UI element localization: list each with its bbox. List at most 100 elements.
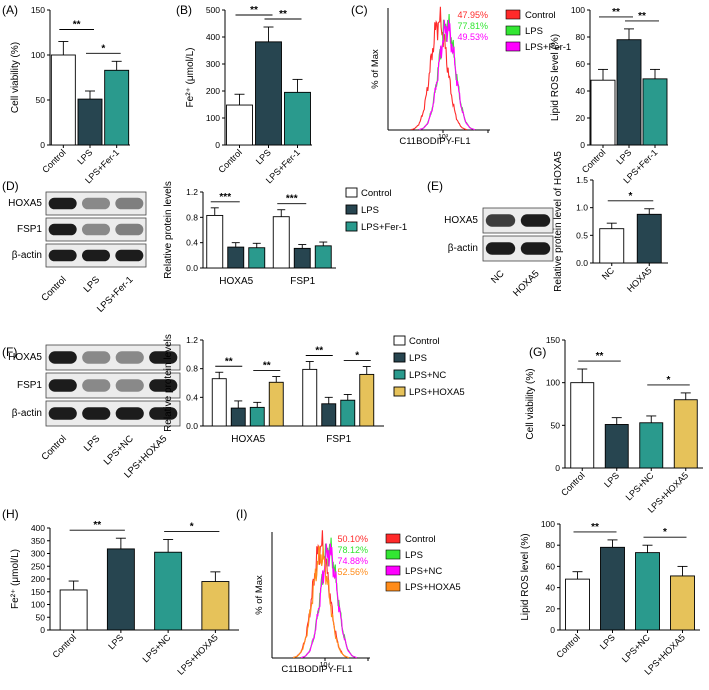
sig-bracket-label: ** bbox=[279, 9, 287, 20]
x-category-label: HOXA5 bbox=[231, 434, 265, 445]
bar-lps bbox=[293, 247, 311, 269]
percentage-label: 77.81% bbox=[457, 21, 488, 31]
legend-label: LPS+HOXA5 bbox=[409, 387, 465, 398]
bar-control bbox=[59, 589, 88, 631]
bar-lps bbox=[616, 39, 642, 146]
sig-bracket-label: * bbox=[629, 191, 633, 202]
bar-control bbox=[272, 216, 290, 269]
blot-lane-label: Control bbox=[39, 433, 68, 462]
bar-control bbox=[226, 104, 253, 146]
y-axis-title: Cell viability (%) bbox=[525, 368, 536, 439]
y-tick-label: 0.8 bbox=[186, 212, 198, 222]
y-tick-label: 60 bbox=[546, 561, 556, 571]
panel-letter: (B) bbox=[176, 3, 192, 17]
bar-lps-hoxa5 bbox=[359, 373, 375, 427]
sig-bracket-label: * bbox=[190, 521, 194, 532]
y-tick-label: 250 bbox=[31, 561, 45, 571]
x-tick-label: 10³ bbox=[438, 134, 449, 141]
y-tick-label: 20 bbox=[576, 113, 586, 123]
y-axis-title: % of Max bbox=[370, 49, 381, 89]
blot-band bbox=[48, 407, 77, 420]
bar-lps-fer-1 bbox=[284, 91, 311, 146]
x-category-label: FSP1 bbox=[326, 434, 351, 445]
panel-letter: (H) bbox=[2, 507, 19, 521]
legend-swatch bbox=[393, 352, 406, 363]
panel-label-b: (B) bbox=[176, 3, 192, 17]
sig-bracket-label: ** bbox=[591, 522, 599, 533]
y-tick-label: 0 bbox=[580, 140, 585, 150]
legend-swatch bbox=[393, 369, 406, 380]
blot-band bbox=[520, 214, 551, 227]
blot-band bbox=[485, 214, 516, 227]
y-axis-title: Fe²⁺ (μmol/L) bbox=[185, 48, 196, 108]
blot-band bbox=[115, 351, 144, 364]
panel-letter: (E) bbox=[427, 179, 443, 193]
blot-band bbox=[48, 197, 77, 210]
x-tick-label: Control bbox=[554, 632, 582, 660]
blot-row-label: β-actin bbox=[448, 243, 478, 254]
legend-swatch bbox=[345, 187, 358, 198]
blot-row-label: HOXA5 bbox=[444, 215, 478, 226]
blot-band bbox=[115, 379, 144, 392]
bar-lps bbox=[227, 246, 245, 269]
y-tick-label: 50 bbox=[551, 420, 561, 430]
y-tick-label: 100 bbox=[206, 113, 220, 123]
y-axis-title: Relative protein levels bbox=[163, 334, 174, 432]
legend-label: Control bbox=[409, 336, 440, 347]
x-tick-label: LPS bbox=[598, 632, 617, 651]
x-tick-label: Control bbox=[559, 470, 587, 498]
bar-lps bbox=[321, 403, 337, 427]
legend-label: Control bbox=[405, 534, 436, 545]
y-tick-label: 100 bbox=[541, 519, 555, 529]
bar-control bbox=[211, 378, 227, 427]
chart-e: 0.0 0.5 1.0 1.5 NC HOXA5 * Relative protein lev… bbox=[553, 151, 668, 294]
x-tick-label: LPS bbox=[254, 147, 273, 166]
y-tick-label: 100 bbox=[31, 600, 45, 610]
blot-row-label: HOXA5 bbox=[8, 352, 42, 363]
y-tick-label: 0 bbox=[40, 625, 45, 635]
bar-lps bbox=[600, 546, 625, 631]
y-tick-label: 0 bbox=[40, 140, 45, 150]
panel-label-d: (D) bbox=[2, 179, 19, 193]
panel-letter: (A) bbox=[2, 3, 18, 17]
blot-band bbox=[48, 379, 77, 392]
bar-lps-hoxa5 bbox=[201, 581, 230, 631]
percentage-label: 74.88% bbox=[337, 556, 368, 566]
blot-band bbox=[115, 249, 144, 262]
blot-lane-label: LPS+NC bbox=[102, 433, 136, 467]
x-tick-label: Control bbox=[216, 147, 244, 175]
blot-band bbox=[48, 223, 77, 236]
bar-control bbox=[590, 79, 616, 146]
bar-lps-nc bbox=[635, 552, 660, 631]
y-tick-label: 0.5 bbox=[576, 230, 588, 240]
bar-hoxa5 bbox=[636, 213, 662, 264]
panel-letter: (I) bbox=[236, 507, 247, 521]
legend-label: LPS+NC bbox=[405, 566, 442, 577]
panel-label-h: (H) bbox=[2, 507, 19, 521]
blot-band bbox=[48, 351, 77, 364]
bar-lps-fer-1 bbox=[642, 78, 668, 146]
y-tick-label: 60 bbox=[576, 59, 586, 69]
bar-lps-hoxa5 bbox=[673, 399, 698, 469]
bar-lps bbox=[77, 98, 103, 146]
blot-band bbox=[115, 223, 144, 236]
y-tick-label: 150 bbox=[31, 5, 45, 15]
blot-band bbox=[149, 407, 178, 420]
sig-bracket-label: ** bbox=[93, 520, 101, 531]
legend-swatch bbox=[393, 386, 406, 397]
y-axis-title: % of Max bbox=[254, 575, 265, 615]
x-category-label: FSP1 bbox=[290, 276, 315, 287]
legend-label: Control bbox=[525, 10, 556, 21]
blot-strip bbox=[45, 191, 147, 216]
blot-band bbox=[82, 379, 111, 392]
y-tick-label: 200 bbox=[206, 86, 220, 96]
blot-band bbox=[115, 407, 144, 420]
